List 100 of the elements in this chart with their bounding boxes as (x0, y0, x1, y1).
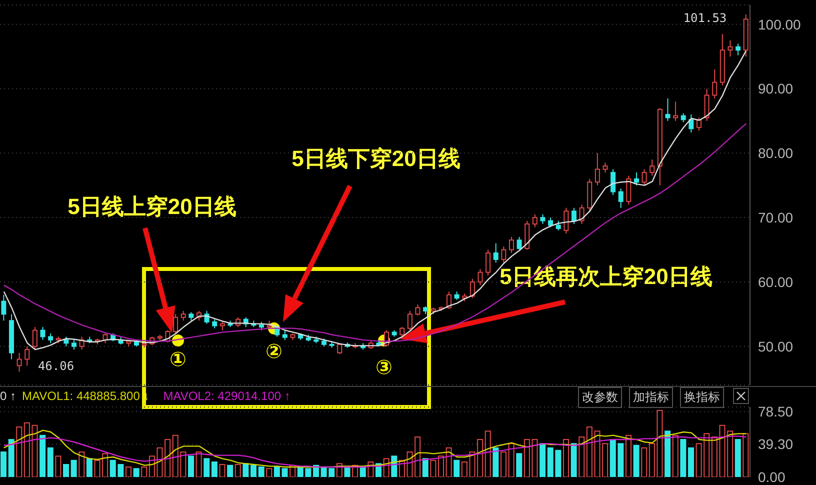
bar (8, 439, 14, 477)
candlestick (712, 68, 718, 99)
candlestick (180, 310, 186, 322)
candlestick (48, 332, 54, 344)
bar (664, 430, 671, 477)
bar (274, 466, 280, 477)
candlestick (688, 114, 694, 134)
candlestick (571, 207, 576, 224)
candlestick (564, 207, 569, 234)
candlestick (478, 268, 483, 286)
bar (219, 464, 226, 477)
annotation: 5日线下穿20日线 (292, 146, 460, 171)
candlestick (665, 98, 670, 122)
bar (492, 447, 499, 477)
candlestick (508, 236, 514, 254)
bar (438, 456, 444, 477)
candlestick (470, 278, 475, 299)
bar (422, 458, 428, 477)
candlestick (610, 168, 616, 196)
bar (282, 468, 288, 477)
candlestick (618, 188, 624, 208)
bar (454, 460, 460, 477)
candlestick (650, 159, 655, 176)
bar (540, 443, 546, 477)
candlestick (415, 304, 420, 316)
candlestick (579, 204, 584, 224)
bar (344, 466, 350, 477)
y-tick-label: 100.00 (758, 16, 802, 32)
bar (734, 439, 741, 477)
bar (70, 460, 77, 477)
candlestick (24, 346, 30, 366)
text: MAVOL2: 429014.100 ↑ (163, 389, 290, 403)
bar (633, 444, 640, 477)
y-tick-label: 90.00 (758, 80, 794, 97)
candlestick (548, 217, 554, 228)
bar (742, 433, 749, 477)
bar (688, 447, 694, 477)
bar (40, 434, 46, 477)
y-tick-label: 60.00 (758, 274, 794, 290)
bar (126, 466, 132, 477)
candlestick (282, 330, 288, 340)
bar (242, 463, 249, 477)
candlestick (704, 88, 710, 122)
annotation: ① (170, 349, 186, 371)
bar (360, 466, 366, 477)
candlestick (1, 294, 6, 322)
candlestick (696, 117, 702, 132)
candlestick (212, 318, 218, 329)
candlestick (400, 326, 405, 338)
bar (55, 456, 62, 477)
bar (86, 458, 92, 477)
candlestick (680, 112, 686, 123)
text: 改参数 (578, 387, 622, 408)
y-tick-label: 78.50 (758, 404, 794, 420)
bar (133, 468, 140, 477)
candlestick (602, 162, 608, 173)
bar (508, 443, 514, 477)
bar (656, 410, 663, 477)
bar (16, 426, 22, 477)
bar (266, 468, 272, 477)
candlestick (501, 246, 506, 264)
text: 加指标 (629, 387, 673, 408)
text: 换指标 (680, 387, 724, 408)
candlestick (642, 168, 647, 186)
candlestick (486, 249, 491, 276)
bar (78, 452, 85, 477)
bar (211, 462, 218, 477)
bar (446, 447, 452, 477)
candlestick (173, 314, 178, 334)
bar (570, 443, 577, 477)
annotation: 101.53 (683, 11, 727, 25)
candlestick (626, 175, 632, 206)
bar (672, 434, 678, 477)
bar (258, 466, 264, 477)
candlestick (16, 352, 22, 372)
bar (250, 464, 256, 477)
bar (500, 452, 506, 477)
candlestick (540, 214, 546, 224)
annotation: 5日线再次上穿20日线 (500, 264, 712, 289)
annotation: 46.06 (38, 359, 74, 373)
candlestick (516, 236, 522, 250)
bar (711, 436, 718, 477)
y-tick-label: 70.00 (758, 210, 794, 226)
bar (196, 452, 202, 477)
bar (141, 466, 148, 477)
y-tick-label: 80.00 (758, 145, 794, 162)
text: 0 ↑ (0, 389, 16, 403)
bar (461, 462, 468, 477)
candlestick (407, 310, 412, 331)
bar (680, 439, 686, 477)
bar (626, 434, 632, 477)
bar (532, 439, 538, 477)
candlestick (532, 214, 538, 228)
line-series (3, 430, 747, 468)
candlestick (32, 326, 38, 350)
bar (430, 460, 436, 477)
bar (234, 464, 241, 477)
bar (204, 458, 210, 477)
candlestick (446, 291, 452, 310)
candlestick (634, 172, 639, 186)
